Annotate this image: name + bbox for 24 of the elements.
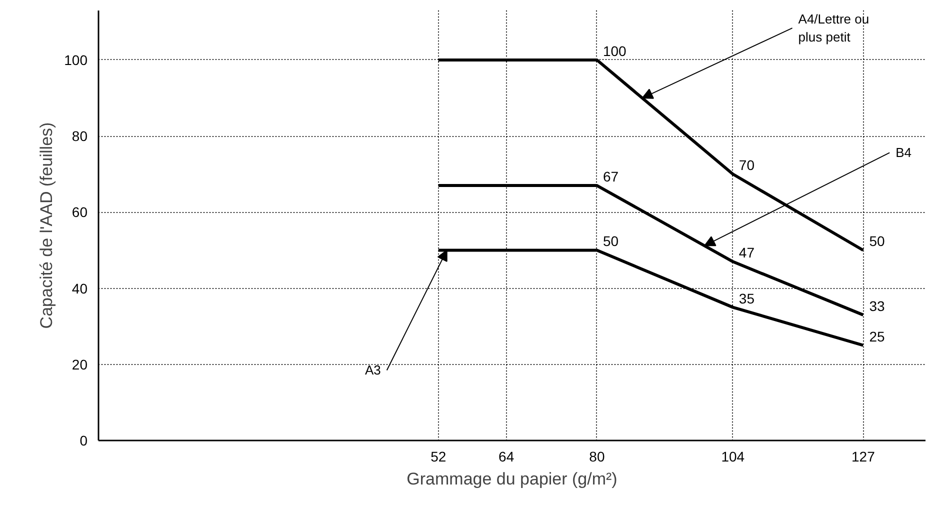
data-label: 25 <box>869 328 885 344</box>
data-label: 70 <box>738 157 755 174</box>
data-label: 100 <box>602 42 627 59</box>
y-tick-label: 0 <box>80 432 88 448</box>
y-axis-title: Capacité de l'AAD (feuilles) <box>37 122 56 329</box>
data-label: 33 <box>869 298 885 314</box>
y-tick-label: 40 <box>72 280 88 296</box>
x-tick-label: 127 <box>852 448 876 464</box>
y-tick-label: 20 <box>72 356 88 372</box>
annotation: B4 <box>896 145 912 160</box>
y-tick-label: 80 <box>72 128 88 144</box>
x-tick-label: 80 <box>589 448 605 464</box>
x-tick-label: 64 <box>498 448 514 464</box>
data-label: 35 <box>738 290 755 306</box>
x-axis-title: Grammage du papier (g/m²) <box>406 470 618 488</box>
x-tick-label: 104 <box>721 448 745 464</box>
data-label: 50 <box>869 233 885 250</box>
x-tick-label: 52 <box>430 448 446 464</box>
y-tick-label: 100 <box>64 52 88 68</box>
annotation: A3 <box>364 362 381 378</box>
data-label: 47 <box>738 244 755 261</box>
data-label: 67 <box>602 168 619 185</box>
y-tick-label: 60 <box>72 204 88 220</box>
data-label: 50 <box>602 233 619 250</box>
